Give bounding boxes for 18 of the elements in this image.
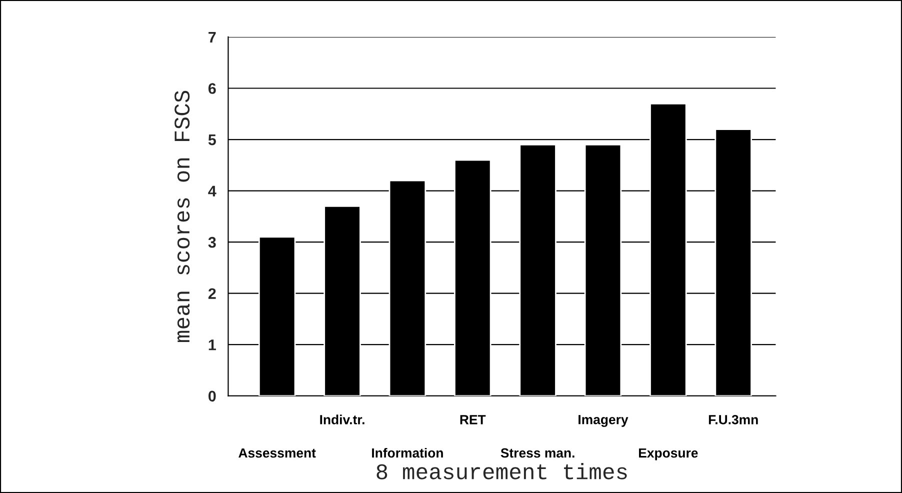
y-tick-label: 4	[208, 186, 216, 196]
y-tick-label: 1	[208, 340, 216, 350]
x-tick-label: Information	[372, 448, 443, 458]
y-tick-label: 5	[208, 134, 216, 146]
x-tick-label: Assessment	[238, 448, 316, 458]
x-tick-label: RET	[460, 415, 486, 424]
y-tick-label: 0	[208, 390, 216, 402]
y-tick-label: 6	[208, 83, 216, 94]
y-tick-label: 2	[208, 288, 216, 299]
x-tick-label: Exposure	[638, 448, 698, 460]
y-axis-title: mean scores on FSCS	[174, 90, 190, 342]
x-tick-label: F.U.3mn	[708, 414, 758, 424]
x-axis-title: 8 measurement times	[376, 463, 627, 480]
x-tick-label: Stress man.	[500, 448, 574, 458]
y-tick-label: 3	[208, 236, 216, 248]
x-tick-label: Imagery	[578, 415, 628, 427]
y-tick-label: 7	[208, 32, 216, 43]
x-tick-label: Indiv.tr.	[320, 414, 364, 424]
